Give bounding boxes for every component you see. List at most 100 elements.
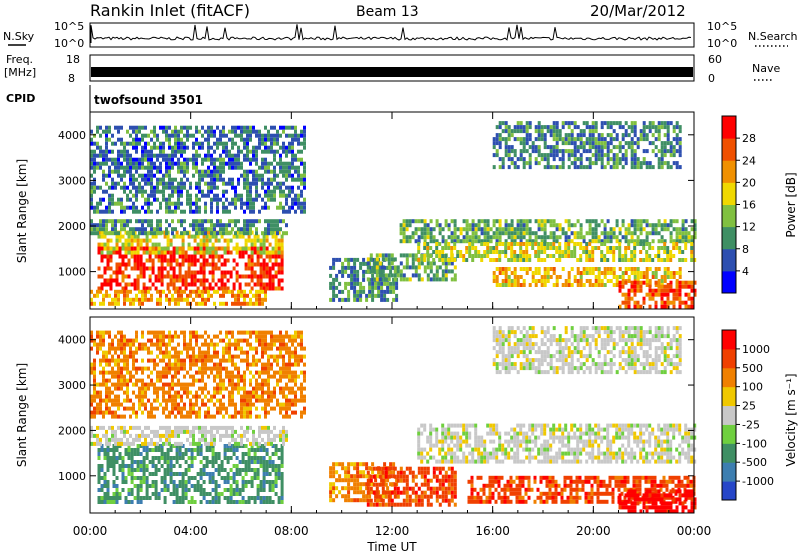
heatmap-cell: [660, 288, 664, 293]
heatmap-cell: [223, 444, 227, 448]
heatmap-cell: [178, 484, 182, 488]
heatmap-cell: [612, 258, 616, 262]
heatmap-cell: [118, 254, 122, 259]
heatmap-cell: [195, 169, 198, 174]
heatmap-cell: [510, 219, 514, 224]
heatmap-cell: [369, 486, 373, 491]
heatmap-cell: [291, 201, 294, 206]
heatmap-cell: [105, 125, 108, 130]
heatmap-cell: [429, 494, 433, 499]
heatmap-cell: [105, 219, 108, 224]
heatmap-cell: [681, 258, 685, 262]
heatmap-cell: [600, 137, 604, 142]
heatmap-cell: [223, 282, 227, 287]
heatmap-cell: [204, 433, 207, 438]
heatmap-cell: [259, 444, 263, 448]
heatmap-cell: [495, 231, 499, 236]
heatmap-cell: [528, 121, 532, 126]
heatmap-cell: [447, 223, 451, 228]
heatmap-cell: [576, 149, 580, 154]
heatmap-cell: [621, 271, 625, 275]
heatmap-cell: [300, 161, 303, 166]
heatmap-cell: [211, 250, 215, 255]
heatmap-cell: [657, 219, 661, 224]
heatmap-cell: [356, 269, 360, 274]
heatmap-cell: [285, 149, 288, 154]
heatmap-cell: [279, 201, 282, 206]
heatmap-cell: [178, 500, 182, 504]
heatmap-cell: [606, 145, 610, 150]
heatmap-cell: [303, 173, 306, 178]
heatmap-cell: [241, 234, 245, 239]
heatmap-cell: [277, 254, 281, 259]
heatmap-cell: [99, 133, 102, 138]
heatmap-cell: [213, 197, 216, 202]
heatmap-cell: [262, 282, 266, 287]
heatmap-cell: [639, 137, 643, 142]
heatmap-cell: [576, 219, 580, 224]
heatmap-cell: [261, 149, 264, 154]
heatmap-cell: [423, 478, 427, 483]
heatmap-cell: [256, 234, 260, 239]
heatmap-cell: [178, 278, 182, 283]
heatmap-cell: [282, 189, 285, 194]
heatmap-cell: [148, 472, 152, 476]
heatmap-cell: [344, 494, 348, 499]
heatmap-cell: [579, 157, 583, 162]
heatmap-cell: [265, 270, 269, 275]
heatmap-cell: [121, 262, 125, 267]
heatmap-cell: [237, 227, 240, 232]
heatmap-cell: [594, 153, 598, 158]
heatmap-cell: [171, 189, 174, 194]
heatmap-cell: [543, 242, 547, 246]
heatmap-cell: [347, 281, 351, 286]
heatmap-cell: [483, 250, 487, 254]
heatmap-cell: [669, 153, 673, 158]
heatmap-cell: [579, 235, 583, 240]
heatmap-cell: [380, 285, 384, 290]
heatmap-cell: [450, 246, 454, 250]
heatmap-cell: [513, 231, 517, 236]
heatmap-cell: [129, 177, 132, 182]
heatmap-cell: [250, 242, 254, 247]
heatmap-cell: [106, 488, 110, 492]
heatmap-cell: [181, 246, 185, 251]
heatmap-cell: [147, 153, 150, 158]
heatmap-cell: [213, 133, 216, 138]
heatmap-cell: [549, 267, 553, 271]
heatmap-cell: [96, 433, 99, 438]
heatmap-cell: [408, 277, 412, 282]
heatmap-cell: [150, 189, 153, 194]
heatmap-cell: [202, 234, 206, 239]
heatmap-cell: [147, 197, 150, 202]
heatmap-cell: [381, 269, 385, 274]
heatmap-cell: [690, 235, 694, 240]
heatmap-cell: [534, 145, 538, 150]
heatmap-cell: [169, 262, 173, 267]
heatmap-cell: [335, 478, 339, 483]
heatmap-cell: [453, 273, 457, 278]
heatmap-cell: [525, 121, 529, 126]
heatmap-cell: [356, 277, 360, 282]
heatmap-cell: [258, 137, 261, 142]
heatmap-cell: [166, 286, 170, 291]
heatmap-cell: [225, 223, 228, 228]
heatmap-cell: [423, 219, 427, 224]
heatmap-cell: [495, 219, 499, 224]
heatmap-cell: [522, 231, 526, 236]
heatmap-cell: [130, 448, 134, 452]
heatmap-cell: [267, 161, 270, 166]
heatmap-cell: [240, 289, 243, 294]
heatmap-cell: [259, 278, 263, 283]
heatmap-cell: [567, 141, 571, 146]
heatmap-cell: [528, 165, 532, 170]
heatmap-cell: [288, 165, 291, 170]
heatmap-cell: [537, 149, 541, 154]
heatmap-cell: [132, 141, 135, 146]
heatmap-cell: [338, 490, 342, 495]
heatmap-cell: [109, 238, 113, 243]
heatmap-cell: [229, 484, 233, 488]
heatmap-cell: [96, 437, 99, 442]
heatmap-cell: [106, 452, 110, 456]
heatmap-cell: [252, 437, 255, 442]
